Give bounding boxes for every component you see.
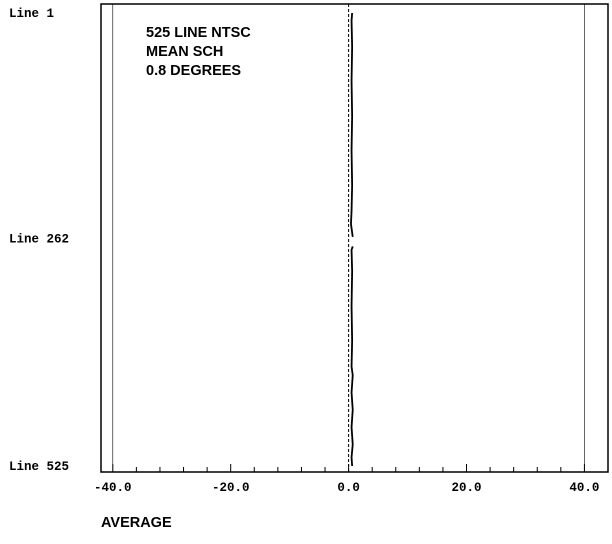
x-axis-label: AVERAGE — [101, 515, 172, 531]
y-tick-label-2: Line 525 — [9, 460, 69, 474]
x-tick-label-1: -20.0 — [212, 481, 250, 495]
x-tick-label-4: 40.0 — [569, 481, 599, 495]
annotation-line-2: MEAN SCH — [146, 44, 223, 60]
y-axis-ticks: Line 1 Line 262 Line 525 — [9, 7, 69, 474]
x-axis-ticks: -40.0 -20.0 0.0 20.0 40.0 — [94, 464, 609, 495]
y-tick-label-1: Line 262 — [9, 233, 69, 247]
x-tick-label-2: 0.0 — [337, 481, 360, 495]
series-group — [350, 12, 354, 467]
x-tick-label-3: 20.0 — [452, 481, 482, 495]
series-0-segment-1 — [350, 246, 354, 467]
series-0-segment-0 — [350, 12, 354, 238]
grid-lines — [112, 4, 585, 472]
annotation-line-3: 0.8 DEGREES — [146, 63, 241, 79]
annotation-line-1: 525 LINE NTSC — [146, 25, 251, 41]
x-tick-label-0: -40.0 — [94, 481, 132, 495]
y-tick-label-0: Line 1 — [9, 7, 54, 21]
plot-frame — [100, 3, 609, 473]
